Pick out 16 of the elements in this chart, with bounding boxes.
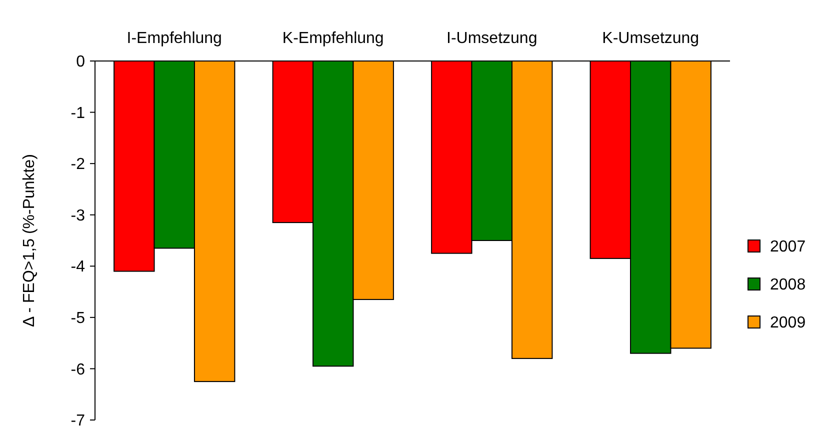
y-tick-label: -7 [70, 412, 86, 430]
y-tick-label: -1 [70, 104, 86, 122]
y-tick-label: 0 [76, 54, 86, 71]
x-tick-label: I-Umsetzung [446, 30, 538, 47]
legend-label: 2008 [770, 276, 806, 294]
legend-label: 2007 [770, 238, 806, 256]
legend-label: 2009 [770, 314, 806, 332]
x-tick-label: K-Umsetzung [602, 30, 700, 47]
y-tick-label: -6 [70, 361, 86, 378]
x-tick-label: K-Empfehlung [282, 30, 384, 47]
y-tick-label: -3 [70, 207, 86, 224]
y-tick-label: -2 [70, 156, 86, 174]
y-tick-label: -4 [70, 258, 86, 276]
x-tick-label: I-Empfehlung [126, 30, 222, 47]
y-axis-title: Δ - FEQ>1,5 (%-Punkte) [21, 154, 38, 327]
y-tick-label: -5 [70, 310, 86, 328]
